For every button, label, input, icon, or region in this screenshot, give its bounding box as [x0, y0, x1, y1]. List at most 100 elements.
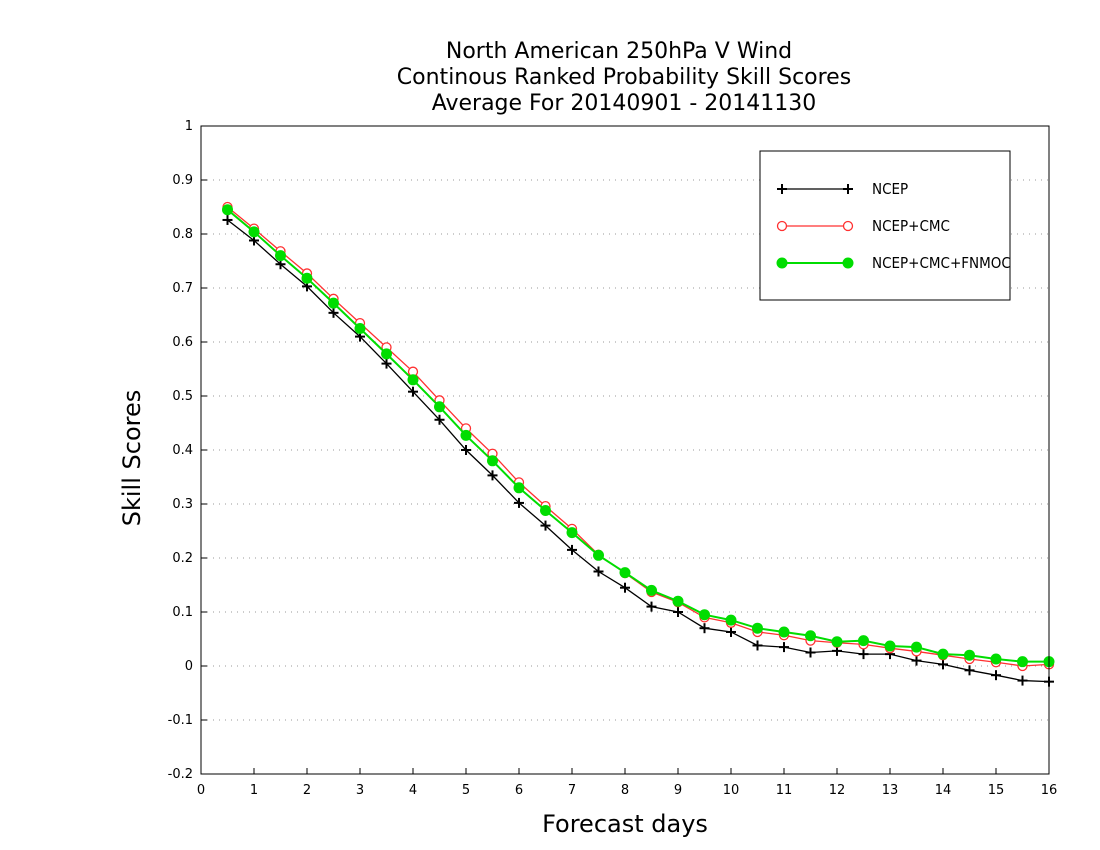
data-point — [248, 226, 260, 238]
data-point — [1017, 656, 1028, 668]
x-tick-label: 16 — [1041, 783, 1058, 798]
data-point — [407, 374, 419, 386]
data-point — [699, 623, 710, 634]
y-tick-label: 0 — [185, 659, 193, 674]
data-point — [514, 497, 524, 508]
series-line — [227, 219, 1050, 683]
legend-marker — [776, 257, 788, 269]
x-tick-label: 9 — [674, 783, 682, 798]
plot-frame — [200, 125, 1050, 775]
data-point — [222, 214, 233, 225]
data-point — [1017, 675, 1028, 686]
x-tick-label: 4 — [409, 783, 417, 798]
x-tick-label: 0 — [197, 783, 205, 798]
data-point — [434, 414, 445, 425]
title-line-3: Average For 20140901 - 20141130 — [432, 91, 817, 116]
y-tick-label: 0.1 — [172, 605, 193, 620]
data-point — [222, 204, 233, 216]
data-point — [672, 595, 684, 607]
legend-label: NCEP — [872, 180, 908, 198]
y-tick-label: 0.3 — [172, 497, 193, 512]
data-point — [593, 566, 604, 577]
data-series — [222, 201, 1055, 687]
data-point — [328, 307, 339, 318]
data-point — [779, 642, 789, 653]
legend-marker — [842, 220, 854, 232]
data-point — [461, 445, 471, 455]
legend-marker — [842, 257, 854, 269]
y-tick-label: 0.4 — [172, 443, 193, 458]
y-tick-label: 0.6 — [172, 335, 193, 350]
data-point — [964, 665, 975, 676]
data-point — [620, 582, 630, 593]
x-axis-title: Forecast days — [542, 810, 708, 838]
x-tick-label: 3 — [356, 783, 364, 798]
data-point — [673, 607, 683, 617]
data-point — [381, 358, 392, 369]
data-point — [513, 482, 525, 494]
legend-entry: NCEP — [777, 180, 908, 198]
x-tick-label: 13 — [882, 783, 899, 798]
y-tick-label: 0.9 — [172, 173, 193, 188]
data-point — [566, 527, 578, 539]
data-point — [646, 584, 657, 596]
data-point — [884, 640, 896, 652]
data-point — [937, 648, 949, 660]
data-point — [752, 622, 763, 634]
legend-entry: NCEP+CMC+FNMOC — [776, 254, 1011, 272]
x-tick-label: 7 — [568, 783, 576, 798]
chart-title: North American 250hPa V Wind Continous R… — [397, 39, 851, 116]
x-tick-label: 5 — [462, 783, 470, 798]
y-tick-label: 0.2 — [172, 551, 193, 566]
legend-marker — [777, 184, 787, 194]
x-tick-label: 2 — [303, 783, 311, 798]
y-axis-title: Skill Scores — [118, 390, 146, 527]
y-tick-label: -0.1 — [168, 713, 193, 728]
data-point — [831, 636, 843, 648]
y-tick-label: 0.7 — [172, 281, 193, 296]
y-tick-label: 0.5 — [172, 389, 193, 404]
data-point — [858, 649, 869, 660]
x-tick-label: 11 — [776, 783, 793, 798]
data-point — [593, 549, 604, 561]
y-tick-label: -0.2 — [168, 767, 193, 782]
data-point — [275, 250, 286, 262]
legend-label: NCEP+CMC — [872, 217, 950, 235]
data-point — [726, 626, 736, 637]
data-point — [938, 659, 948, 670]
data-point — [805, 630, 816, 642]
data-point — [805, 647, 816, 658]
data-point — [354, 323, 366, 334]
x-tick-label: 8 — [621, 783, 629, 798]
data-point — [990, 653, 1002, 665]
y-tick-label: 0.8 — [172, 227, 193, 242]
data-point — [619, 567, 631, 579]
data-point — [911, 641, 922, 653]
legend-marker — [776, 220, 788, 232]
data-point — [911, 655, 922, 666]
x-tick-label: 1 — [250, 783, 258, 798]
legend: NCEP NCEP+CMC NCEP+CMC+FNMOC — [759, 150, 1011, 301]
data-point — [991, 670, 1001, 681]
series-ncep — [222, 214, 1054, 687]
y-tick-label: 1 — [185, 119, 193, 134]
data-point — [778, 626, 790, 638]
data-point — [699, 609, 710, 621]
data-point — [487, 470, 498, 481]
data-point — [328, 297, 339, 309]
data-point — [646, 601, 657, 612]
legend-label: NCEP+CMC+FNMOC — [872, 254, 1011, 272]
legend-marker — [843, 184, 853, 194]
x-tick-label: 12 — [829, 783, 846, 798]
data-point — [301, 272, 313, 284]
x-tick-label: 6 — [515, 783, 523, 798]
x-tick-label: 10 — [723, 783, 740, 798]
legend-entry: NCEP+CMC — [776, 217, 950, 235]
series-ncep-cmc-fnmoc — [222, 204, 1055, 668]
title-line-2: Continous Ranked Probability Skill Score… — [397, 65, 851, 90]
data-point — [460, 429, 472, 441]
data-point — [408, 386, 418, 397]
data-point — [964, 649, 975, 661]
data-point — [434, 401, 445, 413]
